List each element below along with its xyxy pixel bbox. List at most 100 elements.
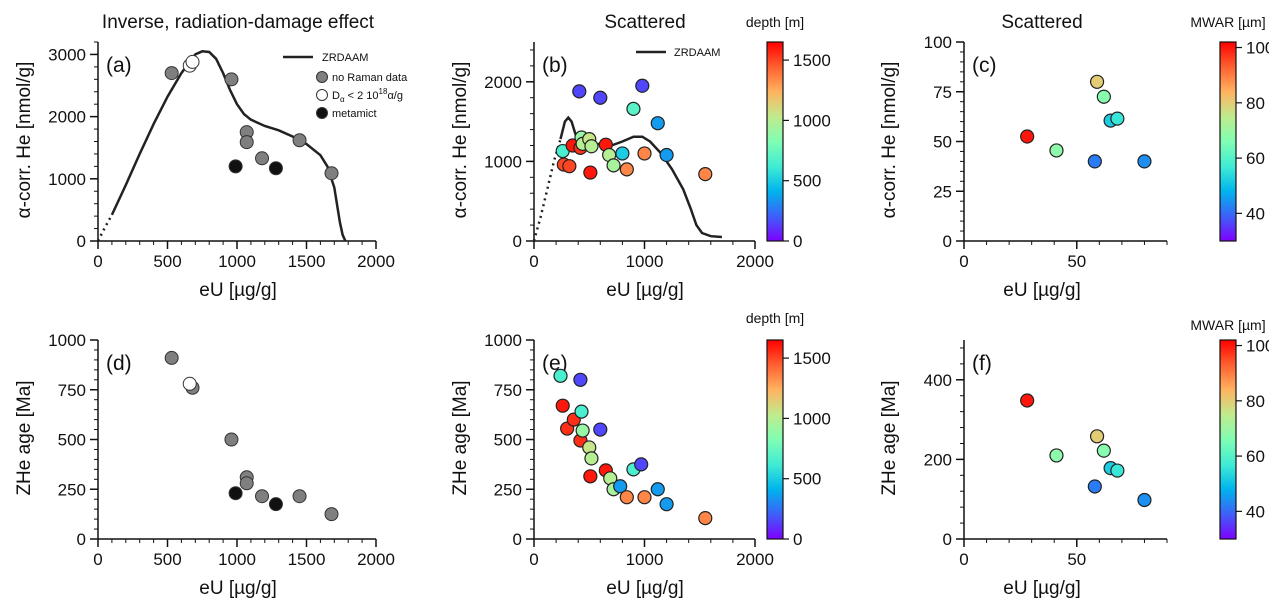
panel-b: Scattered (b) eU [µg/g] α-corr. He [nmol… [450, 12, 831, 301]
y-tick-label: 3000 [48, 45, 86, 64]
x-tick-label: 0 [959, 550, 968, 569]
data-point [1089, 429, 1105, 444]
x-tick-label: 1000 [626, 252, 664, 271]
panel-a-xlabel: eU [µg/g] [199, 280, 276, 301]
panel-f-tag: (f) [972, 352, 992, 375]
data-point [626, 101, 641, 116]
data-point-gray [164, 350, 179, 365]
y-tick-label: 250 [58, 480, 86, 499]
colorbar-tick-label: 40 [1246, 502, 1265, 521]
y-tick-label: 1000 [48, 331, 86, 350]
panel-d-ylabel: ZHe age [Ma] [14, 380, 35, 495]
panel-f: (f) eU [µg/g] ZHe age [Ma] MWAR [µm] 0 50… [879, 317, 1269, 599]
panel-c-colorbar-label: MWAR [µm] [1190, 14, 1265, 30]
x-tick-label: 1500 [288, 252, 326, 271]
colorbar-tick-label: 0 [793, 530, 802, 549]
panel-d-xlabel: eU [µg/g] [199, 578, 276, 599]
panel-a-ylabel: α-corr. He [nmol/g] [14, 62, 35, 219]
y-tick-label: 750 [494, 381, 522, 400]
y-tick-label: 250 [494, 480, 522, 499]
x-tick-label: 2000 [357, 252, 395, 271]
data-point [650, 116, 665, 131]
data-point [584, 451, 599, 466]
y-tick-label: 500 [58, 431, 86, 450]
data-point [619, 490, 634, 505]
data-point [619, 162, 634, 177]
panel-b-ylabel: α-corr. He [nmol/g] [450, 62, 471, 219]
x-tick-label: 1000 [626, 550, 664, 569]
colorbar-tick-label: 500 [793, 172, 821, 191]
colorbar-tick-label: 100 [1246, 39, 1269, 58]
data-point [584, 139, 599, 154]
colorbar [766, 41, 784, 242]
y-tick-label: 0 [77, 530, 86, 549]
y-tick-label: 2000 [48, 108, 86, 127]
data-point-black [268, 161, 283, 176]
colorbar-tick-label: 1500 [793, 51, 831, 70]
data-point [593, 90, 608, 105]
data-point [659, 497, 674, 512]
panel-d-tag: (d) [106, 352, 132, 375]
data-point [562, 159, 577, 174]
zrdaam-curve-dotted [96, 214, 113, 242]
legend-open-marker [316, 89, 328, 101]
panel-b-legend: ZRDAAM [636, 47, 720, 59]
y-tick-label: 100 [924, 33, 952, 52]
panel-f-xlabel: eU [µg/g] [1003, 578, 1080, 599]
legend-black-label: metamict [332, 108, 377, 120]
panel-e-ylabel: ZHe age [Ma] [450, 380, 471, 495]
data-point-gray [224, 72, 239, 87]
data-point [615, 146, 630, 161]
colorbar-tick-label: 1000 [793, 111, 831, 130]
y-tick-label: 1000 [484, 331, 522, 350]
panel-c-ylabel: α-corr. He [nmol/g] [879, 62, 900, 219]
x-tick-label: 500 [153, 550, 181, 569]
legend-b-curve-label: ZRDAAM [674, 47, 720, 59]
data-point [553, 368, 568, 383]
data-point [573, 372, 588, 387]
panel-a: Inverse, radiation-damage effect (a) eU … [14, 12, 408, 301]
panel-b-title: Scattered [604, 12, 685, 33]
data-point [1089, 74, 1105, 89]
y-tick-label: 1000 [48, 170, 86, 189]
data-point [637, 146, 652, 161]
data-point-gray [324, 166, 339, 181]
x-tick-label: 0 [93, 550, 102, 569]
data-point [593, 422, 608, 437]
x-tick-label: 1500 [288, 550, 326, 569]
colorbar [766, 339, 784, 540]
data-point-gray [292, 133, 307, 148]
data-point-black [228, 486, 243, 501]
x-tick-label: 500 [153, 252, 181, 271]
data-point-gray [324, 507, 339, 522]
x-tick-label: 0 [529, 252, 538, 271]
data-point [1096, 443, 1111, 458]
colorbar-tick-label: 500 [793, 470, 821, 489]
x-tick-label: 50 [1067, 252, 1086, 271]
y-tick-label: 0 [513, 232, 522, 251]
panel-b-tag: (b) [542, 54, 568, 77]
data-point [1020, 129, 1035, 144]
colorbar-tick-label: 100 [1246, 337, 1269, 356]
colorbar-tick-label: 40 [1246, 204, 1265, 223]
panel-c-title: Scattered [1001, 12, 1082, 33]
x-tick-label: 0 [529, 550, 538, 569]
data-point [635, 78, 650, 93]
x-tick-label: 1000 [218, 252, 256, 271]
data-point-gray [255, 489, 270, 504]
colorbar-tick-label: 0 [793, 232, 802, 251]
data-point-open [182, 376, 197, 391]
y-tick-label: 50 [933, 133, 952, 152]
y-tick-label: 2000 [484, 73, 522, 92]
panel-b-xlabel: eU [µg/g] [606, 280, 683, 301]
data-point [1137, 492, 1152, 508]
data-point [575, 423, 590, 438]
data-point [1110, 463, 1125, 478]
x-tick-label: 1000 [218, 550, 256, 569]
panel-b-colorbar-label: depth [m] [746, 14, 804, 30]
y-tick-label: 400 [924, 371, 952, 390]
data-point [1020, 393, 1035, 408]
legend-open-label: Dα < 2 1018α/g [332, 87, 403, 104]
data-point-gray [292, 489, 307, 504]
data-point [583, 469, 598, 484]
